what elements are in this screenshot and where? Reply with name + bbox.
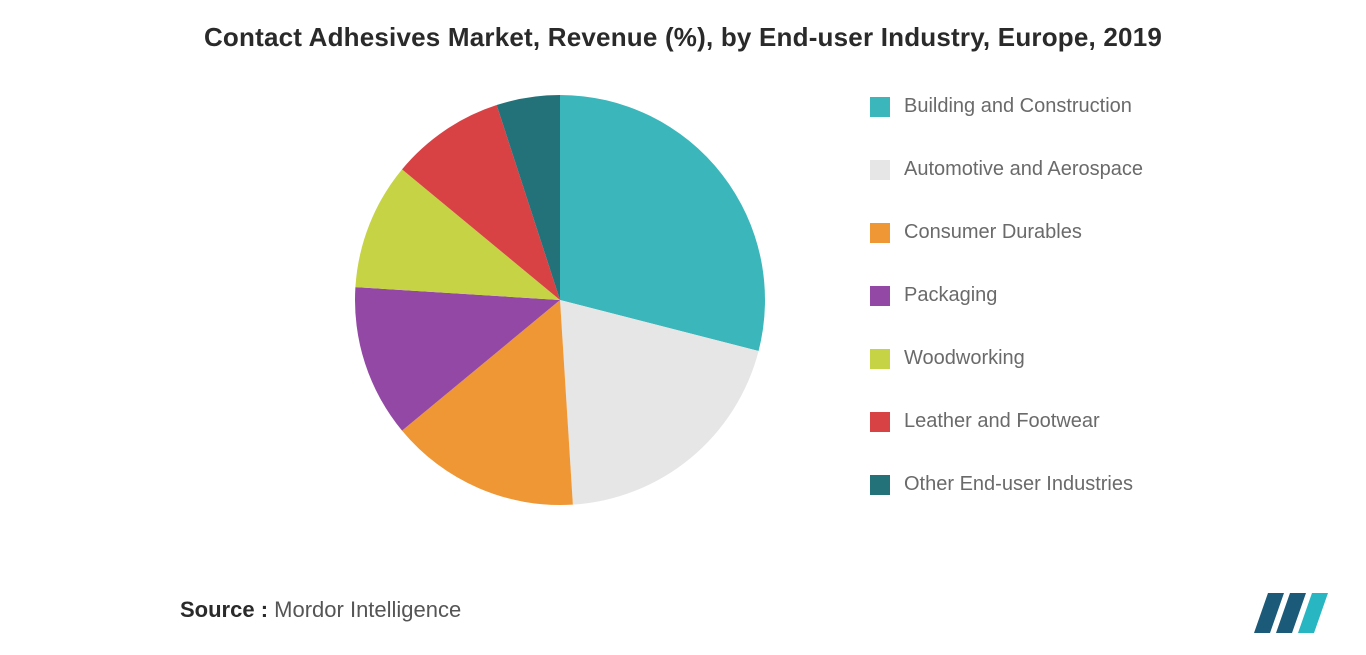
pie-svg — [350, 90, 770, 510]
legend-swatch — [870, 160, 890, 180]
brand-logo-svg — [1252, 589, 1330, 633]
legend-label: Packaging — [904, 284, 997, 307]
source-label: Source : — [180, 597, 268, 622]
legend-swatch — [870, 286, 890, 306]
legend-item: Woodworking — [870, 347, 1290, 370]
legend-swatch — [870, 412, 890, 432]
legend-label: Leather and Footwear — [904, 410, 1100, 433]
legend-label: Woodworking — [904, 347, 1025, 370]
legend-label: Consumer Durables — [904, 221, 1082, 244]
legend-item: Other End-user Industries — [870, 473, 1290, 496]
legend-label: Automotive and Aerospace — [904, 158, 1143, 181]
legend-item: Building and Construction — [870, 95, 1290, 118]
source-attribution: Source : Mordor Intelligence — [180, 597, 461, 623]
pie-chart — [350, 90, 770, 510]
legend: Building and Construction Automotive and … — [870, 95, 1290, 536]
source-value: Mordor Intelligence — [274, 597, 461, 622]
legend-swatch — [870, 349, 890, 369]
legend-label: Building and Construction — [904, 95, 1132, 118]
chart-area: Building and Construction Automotive and … — [0, 70, 1366, 590]
legend-label: Other End-user Industries — [904, 473, 1133, 496]
legend-swatch — [870, 223, 890, 243]
legend-item: Automotive and Aerospace — [870, 158, 1290, 181]
legend-item: Packaging — [870, 284, 1290, 307]
brand-logo — [1252, 589, 1330, 633]
chart-title: Contact Adhesives Market, Revenue (%), b… — [0, 0, 1366, 53]
legend-item: Consumer Durables — [870, 221, 1290, 244]
legend-swatch — [870, 475, 890, 495]
chart-container: { "title": "Contact Adhesives Market, Re… — [0, 0, 1366, 655]
legend-swatch — [870, 97, 890, 117]
legend-item: Leather and Footwear — [870, 410, 1290, 433]
